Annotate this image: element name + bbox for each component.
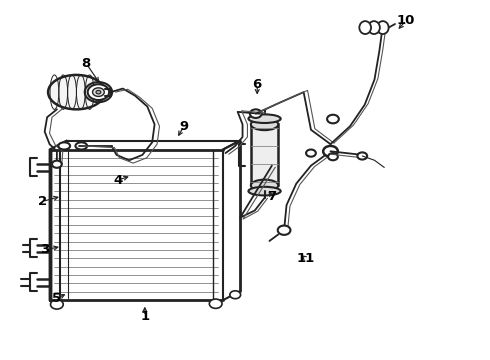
Ellipse shape: [230, 291, 241, 299]
Ellipse shape: [278, 226, 291, 235]
Ellipse shape: [93, 88, 104, 96]
Ellipse shape: [58, 142, 70, 149]
Ellipse shape: [327, 115, 339, 123]
Text: 4: 4: [113, 174, 122, 186]
Ellipse shape: [377, 21, 389, 34]
Ellipse shape: [251, 119, 278, 130]
Ellipse shape: [75, 142, 87, 149]
Bar: [251, 125, 278, 185]
Ellipse shape: [359, 21, 371, 34]
Text: 3: 3: [40, 243, 49, 256]
Text: 2: 2: [38, 195, 47, 208]
Ellipse shape: [50, 300, 63, 309]
Ellipse shape: [250, 109, 262, 118]
Ellipse shape: [248, 187, 281, 195]
Text: 10: 10: [397, 14, 416, 27]
Ellipse shape: [328, 153, 338, 160]
Text: 8: 8: [81, 57, 91, 70]
Text: 1: 1: [140, 310, 149, 323]
Ellipse shape: [88, 84, 109, 100]
Ellipse shape: [368, 21, 380, 34]
Ellipse shape: [306, 149, 316, 157]
Ellipse shape: [357, 152, 367, 159]
Text: 7: 7: [268, 190, 276, 203]
Text: 6: 6: [252, 78, 262, 91]
Ellipse shape: [251, 180, 278, 191]
Text: 9: 9: [179, 120, 189, 133]
Ellipse shape: [323, 146, 338, 157]
Text: 11: 11: [297, 252, 315, 265]
Ellipse shape: [248, 114, 281, 123]
Text: 5: 5: [52, 292, 61, 305]
Ellipse shape: [209, 299, 222, 309]
Ellipse shape: [52, 161, 62, 168]
Ellipse shape: [96, 90, 101, 94]
Ellipse shape: [48, 75, 105, 109]
